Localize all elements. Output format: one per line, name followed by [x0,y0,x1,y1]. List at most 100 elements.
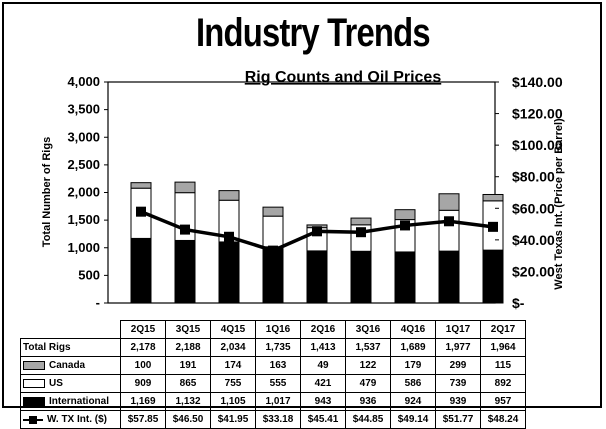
bar-canada-4q16 [394,209,416,221]
y2-tick-label: $140.00 [512,74,563,90]
row-label: Canada [20,356,121,375]
header-cell: 4Q15 [210,320,256,339]
table-cell: 479 [345,374,391,393]
y-tick-label: 3,500 [67,102,100,117]
table-cell: $49.14 [390,410,436,429]
wti-point-2q17 [488,221,498,232]
legend-swatch-us [23,378,45,388]
y2-tick-label: $80.00 [512,169,555,185]
y2-tick-label: $100.00 [512,137,563,153]
y-tick-label: 3,000 [67,129,100,144]
table-cell: 163 [255,356,301,375]
table-cell: 939 [435,392,481,411]
header-cell: 4Q16 [390,320,436,339]
table-cell: $45.41 [300,410,346,429]
table-row-us: US 909 865 755 555 421 479 586 739 892 [20,374,526,393]
table-cell: 49 [300,356,346,375]
data-table: 2Q15 3Q15 4Q15 1Q16 2Q16 3Q16 4Q16 1Q17 … [20,320,526,429]
table-cell: 2,034 [210,338,256,357]
y-tick-label: 500 [78,267,100,282]
header-cell: 2Q16 [300,320,346,339]
table-cell: 179 [390,356,436,375]
legend-swatch-canada [23,360,45,370]
wti-point-4q16 [400,220,410,231]
bar-international-2q16 [306,250,328,304]
bars-layer [130,181,504,304]
wti-point-2q15 [136,206,146,217]
table-cell: 1,132 [165,392,211,411]
table-row-wti: W. TX Int. ($) $57.85 $46.50 $41.95 $33.… [20,410,526,429]
table-cell: 174 [210,356,256,375]
table-cell: 421 [300,374,346,393]
table-cell: $33.18 [255,410,301,429]
bar-international-4q16 [394,251,416,304]
table-cell: 555 [255,374,301,393]
table-cell: 299 [435,356,481,375]
y-tick-label: 1,000 [67,240,100,255]
legend-swatch-international [23,396,45,406]
table-cell: 100 [120,356,166,375]
table-cell: 586 [390,374,436,393]
table-cell: 892 [480,374,526,393]
table-cell: 739 [435,374,481,393]
wti-point-4q15 [224,231,234,242]
y-tick-label: 2,500 [67,157,100,172]
table-cell: 924 [390,392,436,411]
table-cell: 122 [345,356,391,375]
row-label: US [20,374,121,393]
table-cell: 1,413 [300,338,346,357]
y2-axis-label: West Texas Int. (Price per Barrel) [553,118,565,290]
table-cell: 2,178 [120,338,166,357]
table-cell: 2,188 [165,338,211,357]
plot-area [107,81,496,304]
table-cell: 1,017 [255,392,301,411]
table-cell: 957 [480,392,526,411]
bar-canada-3q16 [350,217,372,226]
table-cell: $51.77 [435,410,481,429]
row-label: W. TX Int. ($) [20,410,121,429]
row-label: Total Rigs [20,338,121,357]
bar-international-2q17 [482,249,504,304]
y2-tick-label: $40.00 [512,232,555,248]
table-cell: 936 [345,392,391,411]
table-cell: 1,537 [345,338,391,357]
legend-line-wti [23,415,43,424]
header-cell: 2Q15 [120,320,166,339]
wti-point-2q16 [312,226,322,237]
table-cell: $48.24 [480,410,526,429]
table-cell: 755 [210,374,256,393]
table-cell: 1,735 [255,338,301,357]
table-cell: $57.85 [120,410,166,429]
bar-canada-2q17 [482,193,504,202]
header-cell: 3Q16 [345,320,391,339]
wti-point-1q17 [444,216,454,227]
chart-subtitle: Rig Counts and Oil Prices [245,69,442,86]
y2-tick-label: $- [512,295,525,311]
wti-point-3q16 [356,227,366,238]
table-cell: 1,977 [435,338,481,357]
header-cell: 2Q17 [480,320,526,339]
header-cell: 1Q17 [435,320,481,339]
table-cell: 1,105 [210,392,256,411]
y-tick-label: 1,500 [67,212,100,227]
table-cell: $41.95 [210,410,256,429]
bar-international-2q15 [130,237,152,304]
y2-tick-label: $120.00 [512,106,563,122]
table-row-international: International 1,169 1,132 1,105 1,017 94… [20,392,526,411]
bar-canada-2q15 [130,182,152,189]
chart-canvas: Rig Counts and Oil Prices - 500 1,000 1,500… [41,69,565,311]
bar-canada-1q17 [438,193,460,211]
table-cell: 1,689 [390,338,436,357]
table-cell: $46.50 [165,410,211,429]
y2-tick-label: $20.00 [512,263,555,279]
y-tick-label: 4,000 [67,74,100,89]
bar-canada-4q15 [218,190,240,201]
table-cell: 865 [165,374,211,393]
table-cell: 1,169 [120,392,166,411]
page-title: Industry Trends [196,11,431,55]
wti-point-1q16 [268,245,278,256]
row-label: International [20,392,121,411]
table-cell: 191 [165,356,211,375]
y-axis-label: Total Number of Rigs [41,137,53,247]
header-cell: 3Q15 [165,320,211,339]
